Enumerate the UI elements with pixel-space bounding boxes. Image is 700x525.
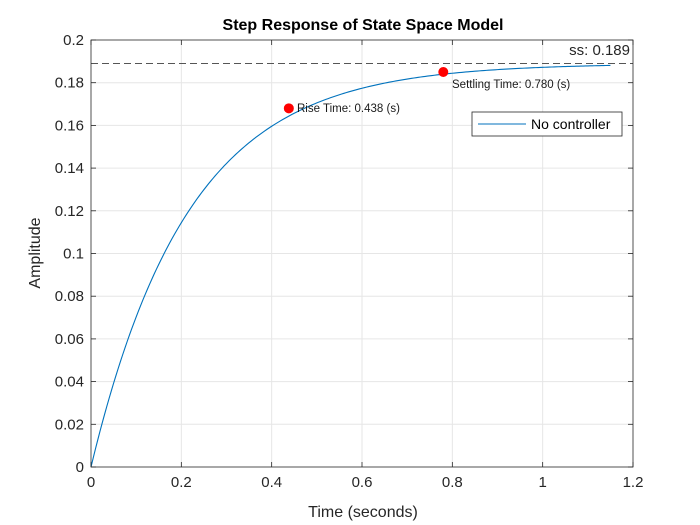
series-group [90,64,611,468]
grid [91,40,633,467]
tick-labels: 0 0.2 0.4 0.6 0.8 1 1.2 0 0.02 0.04 0.06 0.08 0.1 0.1… [55,32,644,491]
y-tick-label: 0.1 [63,246,84,263]
y-tick-label: 0.12 [55,203,84,220]
y-tick-label: 0.06 [55,331,84,348]
y-axis-label: Amplitude [27,217,44,288]
axes [90,39,634,468]
y-tick-label: 0.02 [55,416,84,433]
y-tick-label: 0.14 [55,160,84,177]
rise-time-label: Rise Time: 0.438 (s) [297,103,400,115]
y-tick-label: 0.08 [55,288,84,305]
legend-label-no-controller: No controller [531,116,611,132]
settling-time-label: Settling Time: 0.780 (s) [452,79,570,91]
chart-title: Step Response of State Space Model [223,17,504,34]
x-tick-label: 1 [538,474,546,491]
x-tick-label: 0 [87,474,95,491]
settling-time-marker [438,67,449,78]
y-tick-label: 0.18 [55,75,84,92]
x-tick-label: 0.8 [442,474,463,491]
markers-group [283,67,449,114]
x-axis-label: Time (seconds) [308,504,418,521]
y-tick-label: 0.04 [55,374,84,391]
x-tick-label: 1.2 [623,474,644,491]
y-tick-label: 0 [76,459,84,476]
y-tick-label: 0.16 [55,117,84,134]
series-line-no-controller [90,64,611,468]
steady-state-label: ss: 0.189 [569,42,630,59]
x-tick-label: 0.6 [352,474,373,491]
legend: No controller [471,111,623,137]
rise-time-marker [283,103,294,114]
y-tick-label: 0.2 [63,32,84,49]
x-tick-label: 0.2 [171,474,192,491]
x-tick-label: 0.4 [261,474,282,491]
